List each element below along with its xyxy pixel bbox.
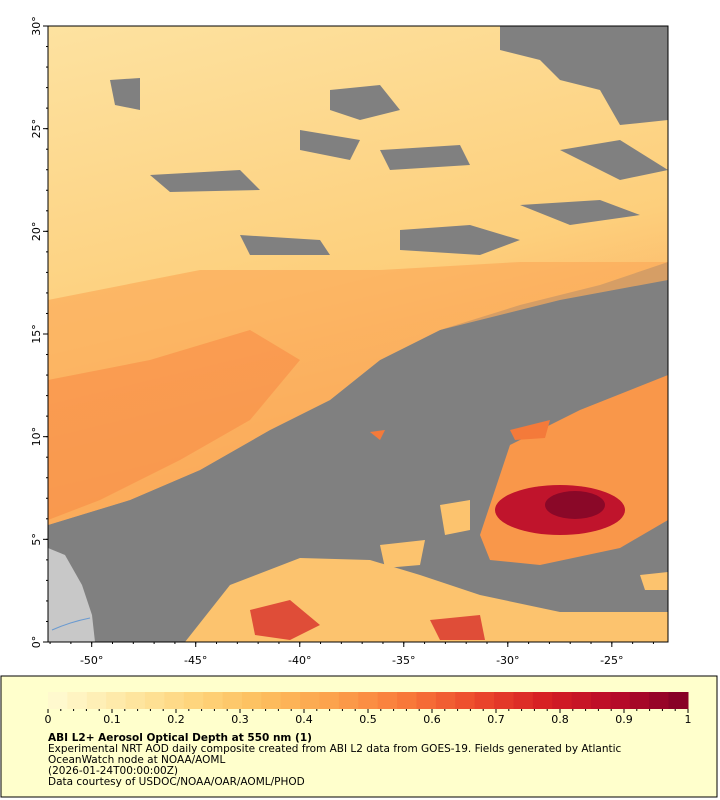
map-field (48, 26, 668, 642)
legend-description: Experimental NRT AOD daily composite cre… (48, 743, 622, 766)
colorbar-cell (513, 692, 534, 709)
colorbar-tick-label: 0.5 (359, 713, 377, 726)
lon-tick-label: -25° (600, 654, 623, 667)
colorbar-tick-label: 0.9 (615, 713, 633, 726)
colorbar-cell (416, 692, 437, 709)
land (48, 548, 95, 642)
lat-tick-label: 10° (30, 427, 43, 447)
colorbar-cell (222, 692, 243, 709)
colorbar-tick-label: 0.2 (167, 713, 185, 726)
lat-tick-label: 25° (30, 119, 43, 139)
colorbar-cell (106, 692, 127, 709)
lat-tick-label: 20° (30, 222, 43, 242)
river (51, 617, 91, 631)
lon-tick-label: -50° (80, 654, 103, 667)
colorbar-cell (397, 692, 417, 709)
colorbar-cell (241, 692, 262, 709)
colorbar-tick-label: 0.6 (423, 713, 441, 726)
colorbar-tick-label: 0.3 (231, 713, 249, 726)
aerosol-spot (380, 500, 668, 590)
colorbar-tick-label: 0.8 (551, 713, 569, 726)
colorbar-cell (435, 692, 456, 709)
lat-tick-label: 15° (30, 324, 43, 344)
aerosol-band (48, 262, 668, 525)
colorbar-cell (494, 692, 514, 709)
colorbar-cell (338, 692, 359, 709)
no-data (110, 78, 668, 255)
legend-text: ABI L2+ Aerosol Optical Depth at 550 nm … (48, 733, 688, 788)
legend-date: (2026-01-24T00:00:00Z) (48, 765, 178, 777)
colorbar-cell (67, 692, 88, 709)
colorbar-cell (164, 692, 185, 709)
lon-tick-label: -45° (184, 654, 207, 667)
colorbar-tick-label: 0.7 (487, 713, 505, 726)
colorbar-cell (649, 692, 670, 709)
colorbar-cell (358, 692, 379, 709)
colorbar-tick-label: 0.1 (103, 713, 121, 726)
lon-tick-label: -35° (392, 654, 415, 667)
colorbar-cell (610, 692, 631, 709)
lon-tick-label: -40° (288, 654, 311, 667)
colorbar-cell (668, 692, 689, 709)
lat-tick-label: 5° (30, 533, 43, 546)
colorbar-cell (571, 692, 592, 709)
colorbar-cell (532, 692, 553, 709)
colorbar-cell (629, 692, 650, 709)
colorbar-cell (144, 692, 165, 709)
colorbar-cell (552, 692, 573, 709)
colorbar-cell (86, 692, 107, 709)
colorbar-cell (125, 692, 146, 709)
colorbar-cell (591, 692, 611, 709)
colorbar-tick-label: 0 (45, 713, 52, 726)
colorbar-cell (183, 692, 204, 709)
colorbar-cell (300, 692, 321, 709)
lon-tick-label: -30° (496, 654, 519, 667)
colorbar-cell (319, 692, 340, 709)
lat-tick-label: 0° (30, 636, 43, 649)
legend-credit: Data courtesy of USDOC/NOAA/OAR/AOML/PHO… (48, 776, 305, 788)
aerosol-band (48, 330, 300, 520)
lat-tick-label: 30° (30, 16, 43, 36)
colorbar-cell (377, 692, 398, 709)
colorbar-tick-label: 0.4 (295, 713, 313, 726)
aerosol-core (545, 491, 605, 519)
legend-title: ABI L2+ Aerosol Optical Depth at 550 nm … (48, 732, 312, 744)
colorbar-cell (261, 692, 282, 709)
colorbar-cell (455, 692, 476, 709)
colorbar-cell (280, 692, 301, 709)
aerosol-spot (370, 420, 550, 440)
colorbar-cell (203, 692, 224, 709)
colorbar-cell (474, 692, 495, 709)
no-data (500, 26, 668, 125)
colorbar-cell (48, 692, 68, 709)
colorbar-tick-label: 1 (685, 713, 692, 726)
aerosol-spot (250, 600, 485, 640)
